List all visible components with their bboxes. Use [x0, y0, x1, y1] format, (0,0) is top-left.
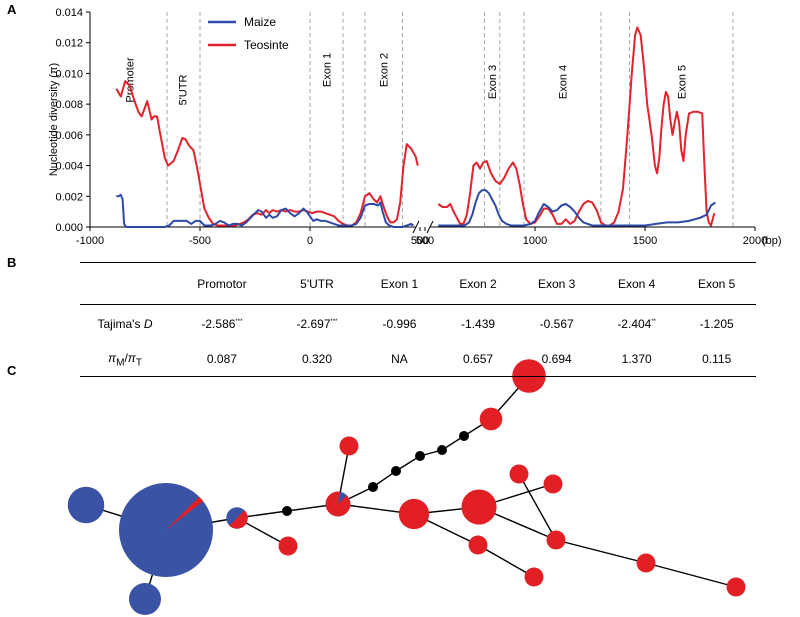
y-tick-label: 0.004	[55, 161, 83, 173]
table-header: Exon 1	[360, 262, 439, 305]
ratio-cell: NA	[360, 342, 439, 377]
network-edge	[518, 473, 557, 541]
series-line-teosinte	[115, 80, 419, 227]
region-label: 5'UTR	[177, 75, 189, 106]
haplotype-node-teosinte-wedge	[325, 491, 351, 517]
y-tick-label: 0.012	[55, 38, 83, 50]
table-header: Promotor	[170, 262, 274, 305]
tajima-cell: -0.567	[539, 316, 574, 331]
table-row-ratio: πM/πT 0.087 0.320 NA 0.657 0.694 1.370 0…	[80, 342, 756, 377]
ratio-cell: 0.115	[677, 342, 756, 377]
network-edge	[555, 539, 647, 564]
y-tick-label: 0.010	[55, 68, 83, 80]
haplotype-node-teosinte	[339, 436, 359, 456]
tajima-table: Promotor 5'UTR Exon 1 Exon 2 Exon 3 Exon…	[80, 262, 756, 377]
haplotype-node-teosinte	[509, 464, 529, 484]
haplotype-node-teosinte	[278, 536, 298, 556]
panel-c-label: C	[7, 363, 17, 378]
haplotype-node-teosinte	[636, 553, 656, 573]
network-edge	[645, 562, 737, 588]
x-tick-label: 500	[416, 235, 434, 247]
x-axis-label: (bp)	[762, 235, 782, 247]
tajima-cell: -2.697***	[296, 316, 338, 331]
haplotype-node-teosinte	[524, 567, 544, 587]
haplotype-node-maize	[67, 486, 105, 524]
tajima-cell: -0.996	[382, 316, 417, 331]
table-header: Exon 4	[595, 262, 678, 305]
panel-a-label: A	[7, 2, 17, 17]
y-tick-label: 0.002	[55, 191, 83, 203]
ratio-cell: 0.320	[273, 342, 361, 377]
series-line-teosinte	[437, 26, 716, 227]
region-label: Exon 1	[322, 53, 334, 87]
haplotype-node-teosinte	[468, 535, 488, 555]
x-tick-label: -1000	[76, 235, 104, 247]
haplotype-node-intermediate	[437, 445, 447, 455]
y-tick-label: 0.000	[55, 222, 83, 234]
haplotype-node-intermediate	[415, 451, 425, 461]
haplotype-node-teosinte-wedge	[229, 510, 248, 529]
legend-label-maize: Maize	[244, 15, 276, 29]
nucleotide-diversity-chart: 0.000 0.002 0.004 0.006 0.008 0.010 0.012 0.014…	[48, 7, 782, 247]
series-line-maize	[438, 189, 716, 227]
haplotype-node-teosinte	[479, 407, 503, 431]
region-label: Exon 2	[379, 53, 391, 87]
haplotype-node-maize	[129, 583, 161, 615]
table-corner-cell	[80, 262, 170, 305]
y-tick-label: 0.006	[55, 130, 83, 142]
ratio-cell: 1.370	[595, 342, 678, 377]
tajima-cell: -2.404**	[617, 316, 657, 331]
haplotype-node-intermediate	[368, 482, 378, 492]
haplotype-node-intermediate	[391, 466, 401, 476]
tajima-cell: -1.205	[699, 316, 734, 331]
region-label: Promoter	[125, 57, 137, 103]
x-tick-label: 0	[307, 235, 313, 247]
legend-label-teosinte: Teosinte	[244, 38, 289, 52]
table-header: Exon 5	[677, 262, 756, 305]
network-edge	[477, 544, 535, 578]
region-label: Exon 3	[487, 65, 499, 99]
y-axis-label: Nucleotide diversity (π)	[48, 63, 60, 176]
haplotype-network	[67, 359, 746, 615]
table-header-row: Promotor 5'UTR Exon 1 Exon 2 Exon 3 Exon…	[80, 262, 756, 305]
haplotype-node-teosinte-wedge	[166, 496, 204, 530]
haplotype-node-intermediate	[459, 431, 469, 441]
haplotype-node-teosinte	[726, 577, 746, 597]
x-tick-label: 2000	[743, 235, 767, 247]
y-tick-label: 0.014	[55, 7, 83, 19]
panel-b-label: B	[7, 255, 17, 270]
table-header: 5'UTR	[273, 262, 361, 305]
row-label-ratio: πM/πT	[80, 342, 170, 377]
haplotype-node-intermediate	[282, 506, 292, 516]
x-tick-label: 1000	[523, 235, 547, 247]
table-row-tajima: Tajima's D -2.586*** -2.697*** -0.996 -1…	[80, 305, 756, 343]
ratio-cell: 0.087	[170, 342, 274, 377]
region-label: Exon 4	[558, 65, 570, 99]
x-tick-label: -500	[189, 235, 211, 247]
table-header: Exon 3	[517, 262, 596, 305]
tajima-cell: -2.586***	[201, 316, 243, 331]
row-label-tajima: Tajima's D	[97, 316, 153, 331]
table-header: Exon 2	[438, 262, 518, 305]
series-line-maize	[116, 193, 414, 228]
haplotype-node-teosinte	[546, 530, 566, 550]
region-label: Exon 5	[676, 65, 688, 99]
x-tick-label: 1500	[633, 235, 657, 247]
axis-break-mark	[412, 220, 420, 234]
haplotype-node-teosinte	[461, 489, 497, 525]
tajima-cell: -1.439	[461, 316, 496, 331]
ratio-cell: 0.694	[517, 342, 596, 377]
haplotype-node-teosinte	[543, 474, 563, 494]
haplotype-node-teosinte	[398, 498, 430, 530]
ratio-cell: 0.657	[438, 342, 518, 377]
axis-break-mark	[426, 220, 434, 234]
x-tick-label: 500	[411, 235, 429, 247]
y-tick-label: 0.008	[55, 99, 83, 111]
